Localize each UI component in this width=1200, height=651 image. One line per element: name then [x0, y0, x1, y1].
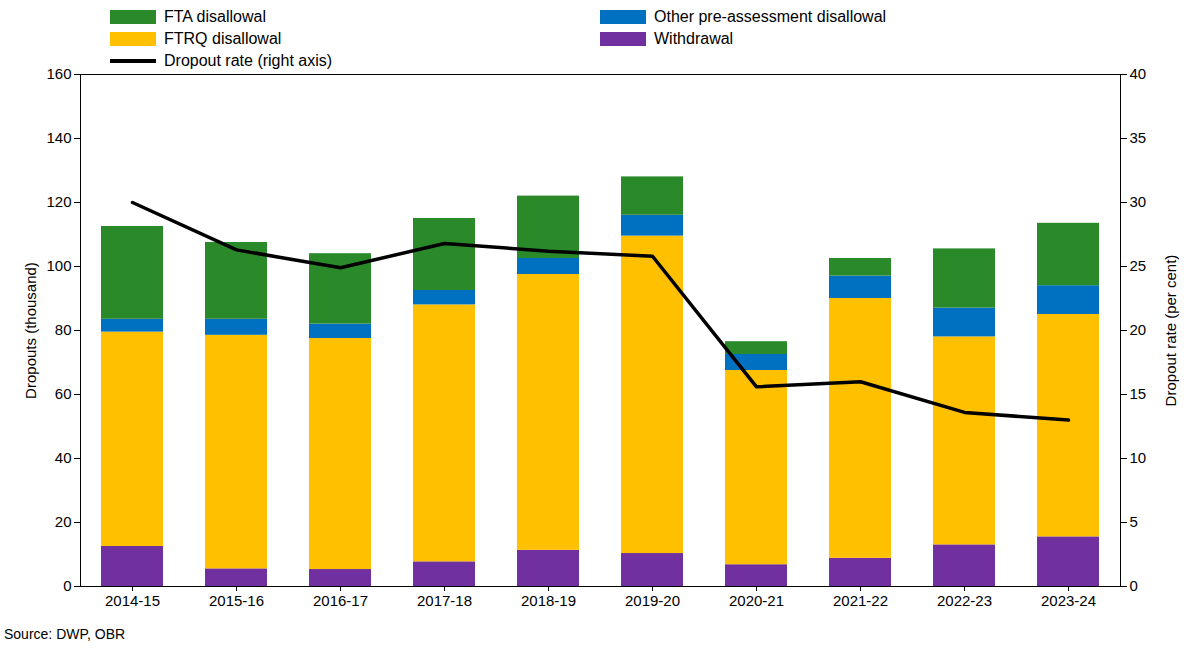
svg-text:100: 100: [46, 257, 71, 274]
svg-text:60: 60: [55, 385, 72, 402]
svg-text:2019-20: 2019-20: [625, 592, 680, 609]
svg-text:2015-16: 2015-16: [209, 592, 264, 609]
html-text:Other pre-assessment disallowa: Other pre-assessment disallowal: [654, 8, 887, 25]
html-text:FTRQ disallowal: FTRQ disallowal: [164, 30, 282, 47]
svg-text:120: 120: [46, 193, 71, 210]
svg-text:0: 0: [63, 577, 71, 594]
svg-text:80: 80: [55, 321, 72, 338]
svg-text:40: 40: [1130, 65, 1147, 82]
svg-text:35: 35: [1130, 129, 1147, 146]
svg-text:40: 40: [55, 449, 72, 466]
svg-text:140: 140: [46, 129, 71, 146]
svg-text:5: 5: [1130, 513, 1138, 530]
svg-text:2021-22: 2021-22: [833, 592, 888, 609]
svg-text:15: 15: [1130, 385, 1147, 402]
svg-text:2016-17: 2016-17: [313, 592, 368, 609]
svg-text:30: 30: [1130, 193, 1147, 210]
svg-text:0: 0: [1130, 577, 1138, 594]
svg-text:2022-23: 2022-23: [937, 592, 992, 609]
svg-text:2023-24: 2023-24: [1041, 592, 1096, 609]
html-text:FTA disallowal: FTA disallowal: [164, 8, 266, 25]
svg-text:10: 10: [1130, 449, 1147, 466]
svg-text:2018-19: 2018-19: [521, 592, 576, 609]
svg-text:160: 160: [46, 65, 71, 82]
svg-text:Dropout rate (per cent): Dropout rate (per cent): [1162, 255, 1179, 407]
svg-text:20: 20: [1130, 321, 1147, 338]
svg-text:2014-15: 2014-15: [105, 592, 160, 609]
svg-text:2020-21: 2020-21: [729, 592, 784, 609]
html-text:Source: DWP, OBR: Source: DWP, OBR: [4, 626, 126, 642]
svg-text:20: 20: [55, 513, 72, 530]
svg-text:25: 25: [1130, 257, 1147, 274]
svg-text:2017-18: 2017-18: [417, 592, 472, 609]
html-text:Dropout rate (right axis): Dropout rate (right axis): [164, 52, 333, 69]
svg-text:Dropouts (thousand): Dropouts (thousand): [22, 262, 39, 399]
html-text:Withdrawal: Withdrawal: [654, 30, 734, 47]
